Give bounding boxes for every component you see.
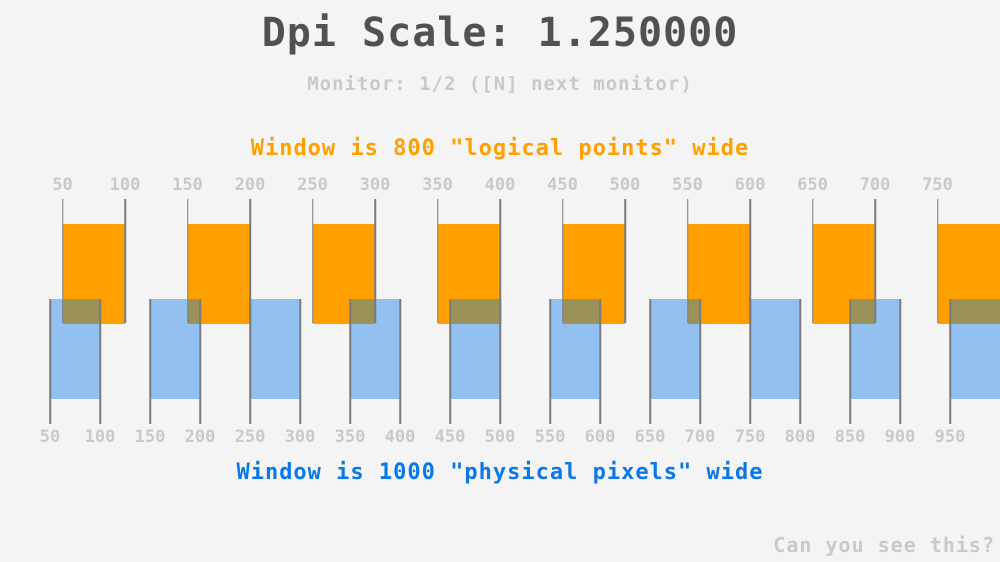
physical-tick [949, 299, 951, 424]
physical-tick [899, 299, 901, 424]
physical-tick [149, 299, 151, 424]
logical-tick-label: 200 [234, 175, 266, 195]
overlap-region [350, 299, 375, 324]
physical-tick [349, 299, 351, 424]
logical-tick [249, 199, 251, 323]
physical-tick [749, 299, 751, 424]
physical-tick-label: 750 [734, 427, 766, 447]
overlap-region [62, 299, 100, 324]
logical-tick-label: 550 [672, 175, 703, 195]
overlap-region [950, 299, 1000, 324]
physical-tick-label: 250 [234, 427, 266, 447]
physical-tick-label: 400 [384, 427, 416, 447]
physical-tick-label: 950 [934, 427, 966, 447]
physical-width-heading: Window is 1000 "physical pixels" wide [236, 460, 764, 485]
logical-tick-label: 400 [484, 175, 516, 195]
logical-tick-label: 650 [797, 175, 828, 195]
physical-tick-label: 100 [84, 427, 116, 447]
physical-tick [799, 299, 801, 424]
logical-tick-label: 300 [359, 175, 391, 195]
logical-tick-label: 500 [609, 175, 641, 195]
monitor-status: Monitor: 1/2 ([N] next monitor) [307, 73, 693, 95]
logical-tick-label: 350 [422, 175, 453, 195]
logical-tick [686, 199, 689, 323]
logical-tick [61, 199, 64, 323]
physical-tick [699, 299, 701, 424]
logical-tick-label: 150 [172, 175, 203, 195]
overlap-region [850, 299, 875, 324]
physical-tick [249, 299, 251, 424]
logical-tick-label: 100 [109, 175, 141, 195]
physical-tick-label: 550 [534, 427, 566, 447]
physical-bar [250, 299, 300, 399]
logical-tick-label: 750 [922, 175, 953, 195]
physical-tick-label: 800 [784, 427, 816, 447]
physical-tick [49, 299, 51, 424]
logical-tick-label: 450 [547, 175, 578, 195]
physical-bar [750, 299, 800, 399]
physical-tick [849, 299, 851, 424]
physical-tick-label: 500 [484, 427, 516, 447]
physical-tick-label: 600 [584, 427, 616, 447]
logical-tick [936, 199, 939, 323]
physical-tick-label: 850 [834, 427, 866, 447]
physical-tick [449, 299, 451, 424]
physical-tick [549, 299, 551, 424]
physical-tick-label: 150 [134, 427, 166, 447]
logical-tick [499, 199, 501, 323]
logical-tick-label: 250 [297, 175, 328, 195]
physical-tick-label: 450 [434, 427, 466, 447]
physical-tick-label: 50 [39, 427, 61, 447]
logical-tick [874, 199, 876, 323]
physical-tick-label: 300 [284, 427, 316, 447]
logical-tick-label: 50 [52, 175, 73, 195]
physical-tick [99, 299, 101, 424]
logical-tick [311, 199, 314, 323]
physical-tick [399, 299, 401, 424]
physical-tick [649, 299, 651, 424]
physical-tick-label: 350 [334, 427, 366, 447]
logical-tick-label: 700 [859, 175, 891, 195]
logical-tick-label: 600 [734, 175, 766, 195]
logical-tick [811, 199, 814, 323]
logical-tick [186, 199, 189, 323]
dpi-scale-title: Dpi Scale: 1.250000 [261, 10, 739, 56]
physical-tick [599, 299, 601, 424]
physical-tick [299, 299, 301, 424]
logical-width-heading: Window is 800 "logical points" wide [250, 136, 750, 161]
physical-tick-label: 700 [684, 427, 716, 447]
logical-tick [561, 199, 564, 323]
physical-tick [499, 299, 501, 424]
physical-tick-label: 650 [634, 427, 666, 447]
logical-tick [436, 199, 439, 323]
overlap-region [187, 299, 200, 324]
logical-tick [749, 199, 751, 323]
overlap-region [450, 299, 500, 324]
overlap-region [562, 299, 600, 324]
logical-tick [624, 199, 626, 323]
logical-tick [124, 199, 126, 323]
physical-tick-label: 200 [184, 427, 216, 447]
overlap-region [687, 299, 700, 324]
logical-tick [374, 199, 376, 323]
physical-tick [199, 299, 201, 424]
render-test-text: Can you see this? [773, 533, 995, 557]
physical-tick-label: 900 [884, 427, 916, 447]
